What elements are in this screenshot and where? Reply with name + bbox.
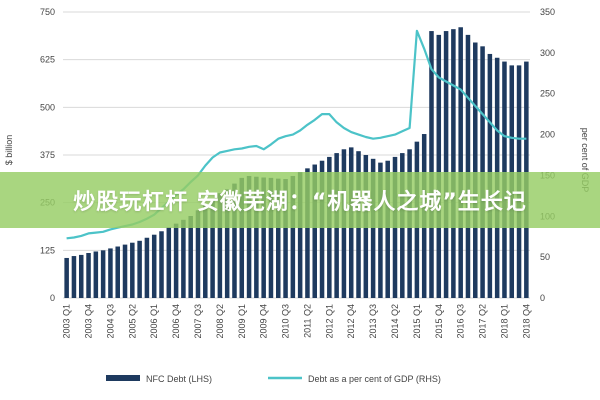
right-tick-label: 250 bbox=[540, 89, 555, 99]
bar bbox=[144, 237, 150, 298]
left-tick-label: 500 bbox=[40, 102, 55, 112]
bar bbox=[458, 27, 463, 299]
legend: NFC Debt (LHS) Debt as a per cent of GDP… bbox=[106, 374, 441, 384]
bar bbox=[312, 164, 318, 298]
x-tick-label: 2012 Q4 bbox=[346, 304, 356, 339]
bar bbox=[473, 42, 478, 298]
left-tick-label: 0 bbox=[50, 293, 55, 303]
right-tick-label: 200 bbox=[540, 130, 555, 140]
bar bbox=[166, 227, 172, 298]
bar bbox=[86, 253, 91, 298]
x-tick-label: 2011 Q2 bbox=[302, 304, 312, 338]
right-tick-label: 350 bbox=[540, 7, 555, 17]
bar bbox=[378, 162, 383, 298]
legend-swatch-nfc-debt bbox=[106, 375, 140, 381]
bar bbox=[210, 198, 215, 298]
x-tick-label: 2018 Q4 bbox=[521, 304, 531, 339]
right-tick-label: 50 bbox=[540, 252, 550, 262]
bar bbox=[122, 244, 128, 298]
bar bbox=[261, 177, 266, 298]
bar bbox=[385, 160, 390, 298]
left-tick-label: 375 bbox=[40, 150, 55, 160]
bar bbox=[151, 234, 157, 298]
bar bbox=[297, 172, 303, 298]
x-tick-label: 2014 Q2 bbox=[390, 304, 400, 339]
left-axis-title: $ billion bbox=[4, 135, 14, 166]
x-tick-label: 2003 Q4 bbox=[84, 304, 94, 339]
bar bbox=[319, 160, 325, 298]
bar bbox=[239, 177, 245, 298]
bar bbox=[224, 189, 230, 298]
bar bbox=[290, 175, 296, 298]
right-axis-ticks: 050100150200250300350 bbox=[540, 7, 555, 303]
overlay-banner: 炒股玩杠杆 安徽芜湖：“机器人之城”生长记 bbox=[0, 172, 600, 228]
bar bbox=[188, 216, 193, 298]
x-tick-label: 2009 Q1 bbox=[237, 304, 247, 339]
overlay-banner-text: 炒股玩杠杆 安徽芜湖：“机器人之城”生长记 bbox=[73, 190, 527, 215]
right-axis-title: per cent of GDP bbox=[580, 128, 590, 193]
right-tick-label: 300 bbox=[540, 48, 555, 58]
bar bbox=[195, 210, 201, 298]
x-tick-label: 2015 Q4 bbox=[434, 304, 444, 339]
bar bbox=[100, 250, 106, 298]
x-tick-label: 2018 Q1 bbox=[500, 304, 510, 339]
bar bbox=[465, 34, 471, 298]
bar bbox=[451, 29, 456, 298]
x-tick-label: 2013 Q3 bbox=[368, 304, 378, 339]
bar bbox=[268, 177, 274, 298]
x-tick-label: 2015 Q1 bbox=[412, 304, 422, 339]
bar bbox=[370, 158, 376, 298]
legend-label-debt-gdp: Debt as a per cent of GDP (RHS) bbox=[308, 374, 441, 384]
x-tick-label: 2004 Q3 bbox=[105, 304, 115, 339]
bar bbox=[78, 254, 84, 298]
bar bbox=[108, 248, 113, 298]
bar bbox=[64, 257, 69, 298]
bar bbox=[137, 240, 142, 298]
x-axis-ticks: 2003 Q1 2003 Q4 2004 Q3 2005 Q2 2006 Q1 2006 … bbox=[62, 304, 532, 339]
bar bbox=[71, 256, 77, 298]
bar bbox=[275, 178, 281, 298]
x-tick-label: 2012 Q1 bbox=[324, 304, 334, 339]
bar bbox=[130, 242, 135, 298]
bar bbox=[159, 231, 164, 298]
x-tick-label: 2006 Q4 bbox=[171, 304, 181, 339]
left-tick-label: 750 bbox=[40, 7, 55, 17]
bar bbox=[217, 193, 223, 298]
x-tick-label: 2003 Q1 bbox=[62, 304, 72, 339]
bar-series-nfc-debt bbox=[64, 27, 529, 299]
x-tick-label: 2007 Q3 bbox=[193, 304, 203, 339]
legend-label-nfc-debt: NFC Debt (LHS) bbox=[146, 374, 212, 384]
bar bbox=[436, 34, 442, 298]
bar bbox=[115, 246, 120, 298]
right-tick-label: 0 bbox=[540, 293, 545, 303]
x-tick-label: 2009 Q4 bbox=[259, 304, 269, 339]
left-tick-label: 125 bbox=[40, 245, 55, 255]
bar bbox=[283, 179, 288, 298]
left-axis-ticks: 0125250375500625750 bbox=[40, 7, 55, 303]
bar bbox=[429, 31, 434, 299]
x-tick-label: 2010 Q3 bbox=[281, 304, 291, 339]
left-tick-label: 625 bbox=[40, 55, 55, 65]
bar bbox=[173, 223, 179, 298]
x-tick-label: 2016 Q3 bbox=[456, 304, 466, 339]
x-tick-label: 2006 Q1 bbox=[149, 304, 159, 339]
x-tick-label: 2005 Q2 bbox=[127, 304, 137, 339]
bar bbox=[232, 183, 237, 298]
bar bbox=[254, 176, 259, 298]
bar bbox=[203, 204, 208, 298]
bar bbox=[443, 31, 449, 299]
bar bbox=[181, 219, 186, 298]
x-tick-label: 2017 Q2 bbox=[478, 304, 488, 339]
bar bbox=[305, 168, 310, 298]
bar bbox=[246, 175, 252, 298]
x-tick-label: 2008 Q2 bbox=[215, 304, 225, 339]
bar bbox=[93, 251, 99, 298]
